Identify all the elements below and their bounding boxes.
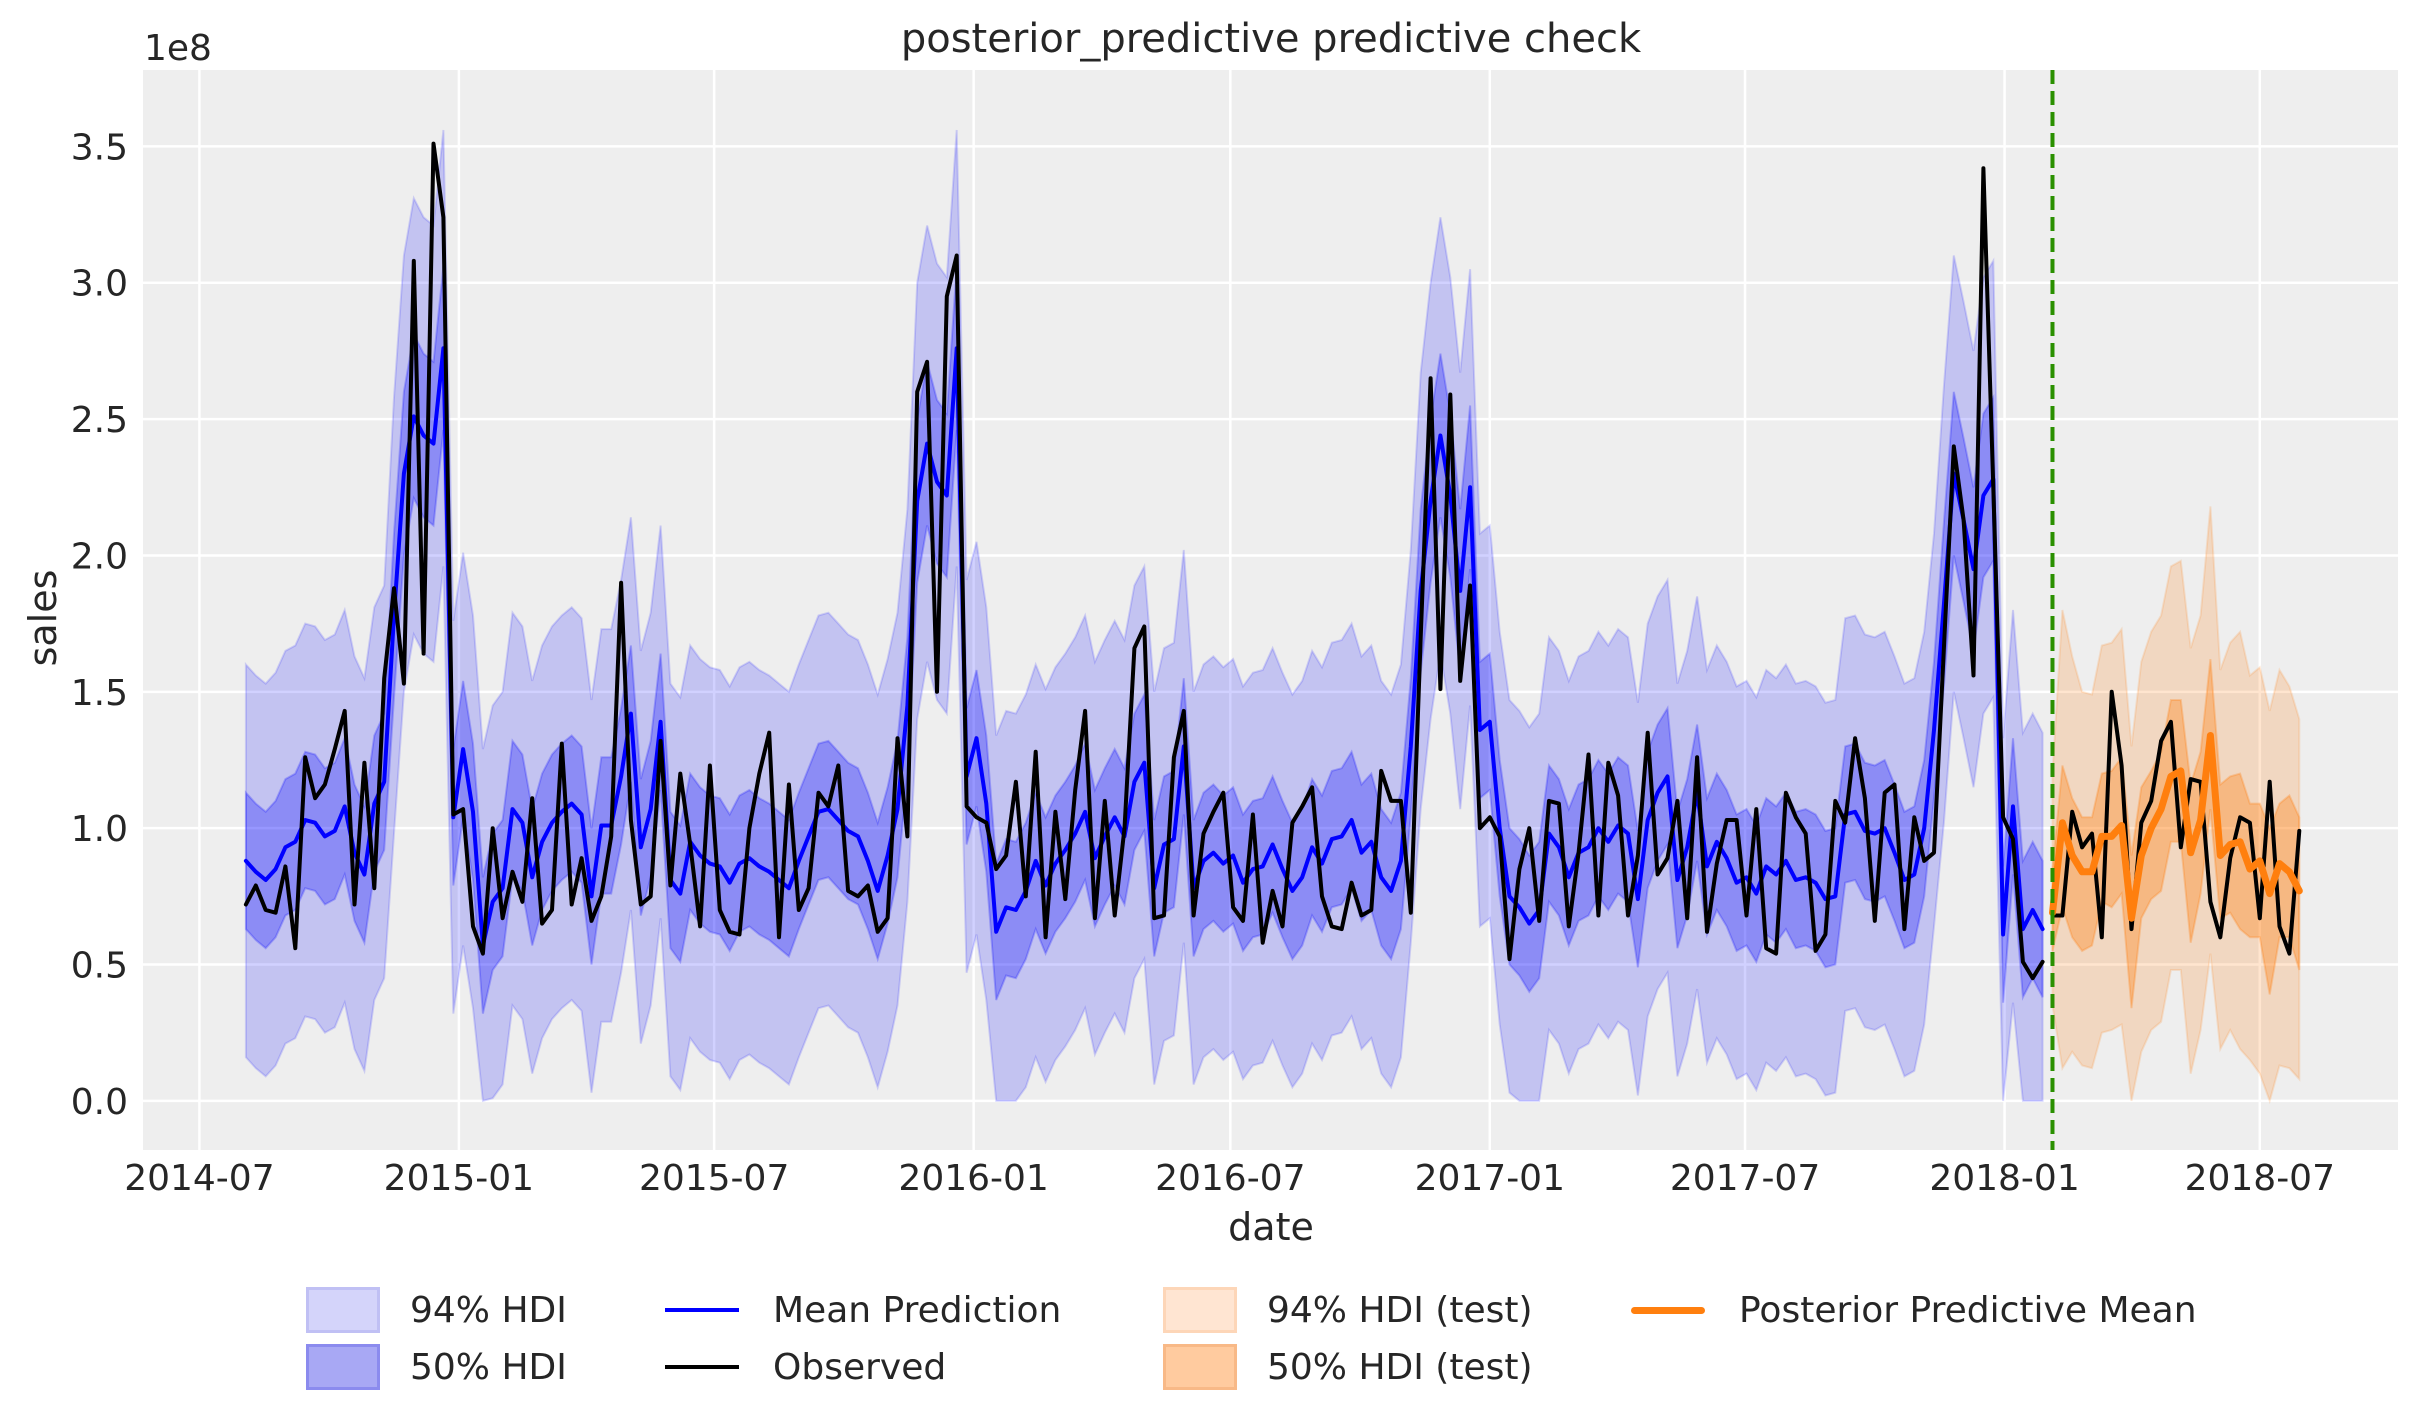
lines — [243, 70, 2303, 1150]
x-tick-label: 2016-01 — [898, 1158, 1048, 1199]
y-tick-label: 3.0 — [71, 264, 128, 305]
x-tick-label: 2015-07 — [639, 1158, 789, 1199]
posterior-predictive-mean-line — [2049, 732, 2303, 922]
chart-title: posterior_predictive predictive check — [901, 16, 1642, 62]
x-tick-label: 2018-01 — [1929, 1158, 2079, 1199]
y-tick-label: 0.5 — [71, 946, 128, 987]
x-tick-label: 2016-07 — [1155, 1158, 1305, 1199]
grid — [143, 70, 2398, 1150]
observed-test-line — [2050, 689, 2302, 956]
axes-background — [143, 70, 2398, 1150]
x-tick-label: 2014-07 — [124, 1158, 274, 1199]
y-axis-label: sales — [21, 570, 65, 667]
x-tick-label: 2017-01 — [1415, 1158, 1565, 1199]
hdi-50-test-band — [2051, 658, 2301, 1009]
y-tick-label: 3.5 — [71, 127, 128, 168]
x-tick-label: 2017-07 — [1670, 1158, 1820, 1199]
y-offset-label: 1e8 — [144, 28, 212, 69]
y-tick-label: 0.0 — [71, 1082, 128, 1123]
observed-line — [243, 141, 2045, 981]
y-tick-label: 2.0 — [71, 536, 128, 577]
x-tick-label: 2018-07 — [2185, 1158, 2335, 1199]
y-tick-labels: 0.0 0.5 1.0 1.5 2.0 2.5 3.0 3.5 — [71, 127, 128, 1123]
x-axis-label: date — [1228, 1205, 1314, 1249]
x-tick-label: 2015-01 — [384, 1158, 534, 1199]
x-tick-labels: 2014-07 2015-01 2015-07 2016-01 2016-07 2017-… — [124, 1158, 2335, 1199]
y-tick-label: 2.5 — [71, 400, 128, 441]
y-tick-label: 1.5 — [71, 673, 128, 714]
y-tick-label: 1.0 — [71, 809, 128, 850]
